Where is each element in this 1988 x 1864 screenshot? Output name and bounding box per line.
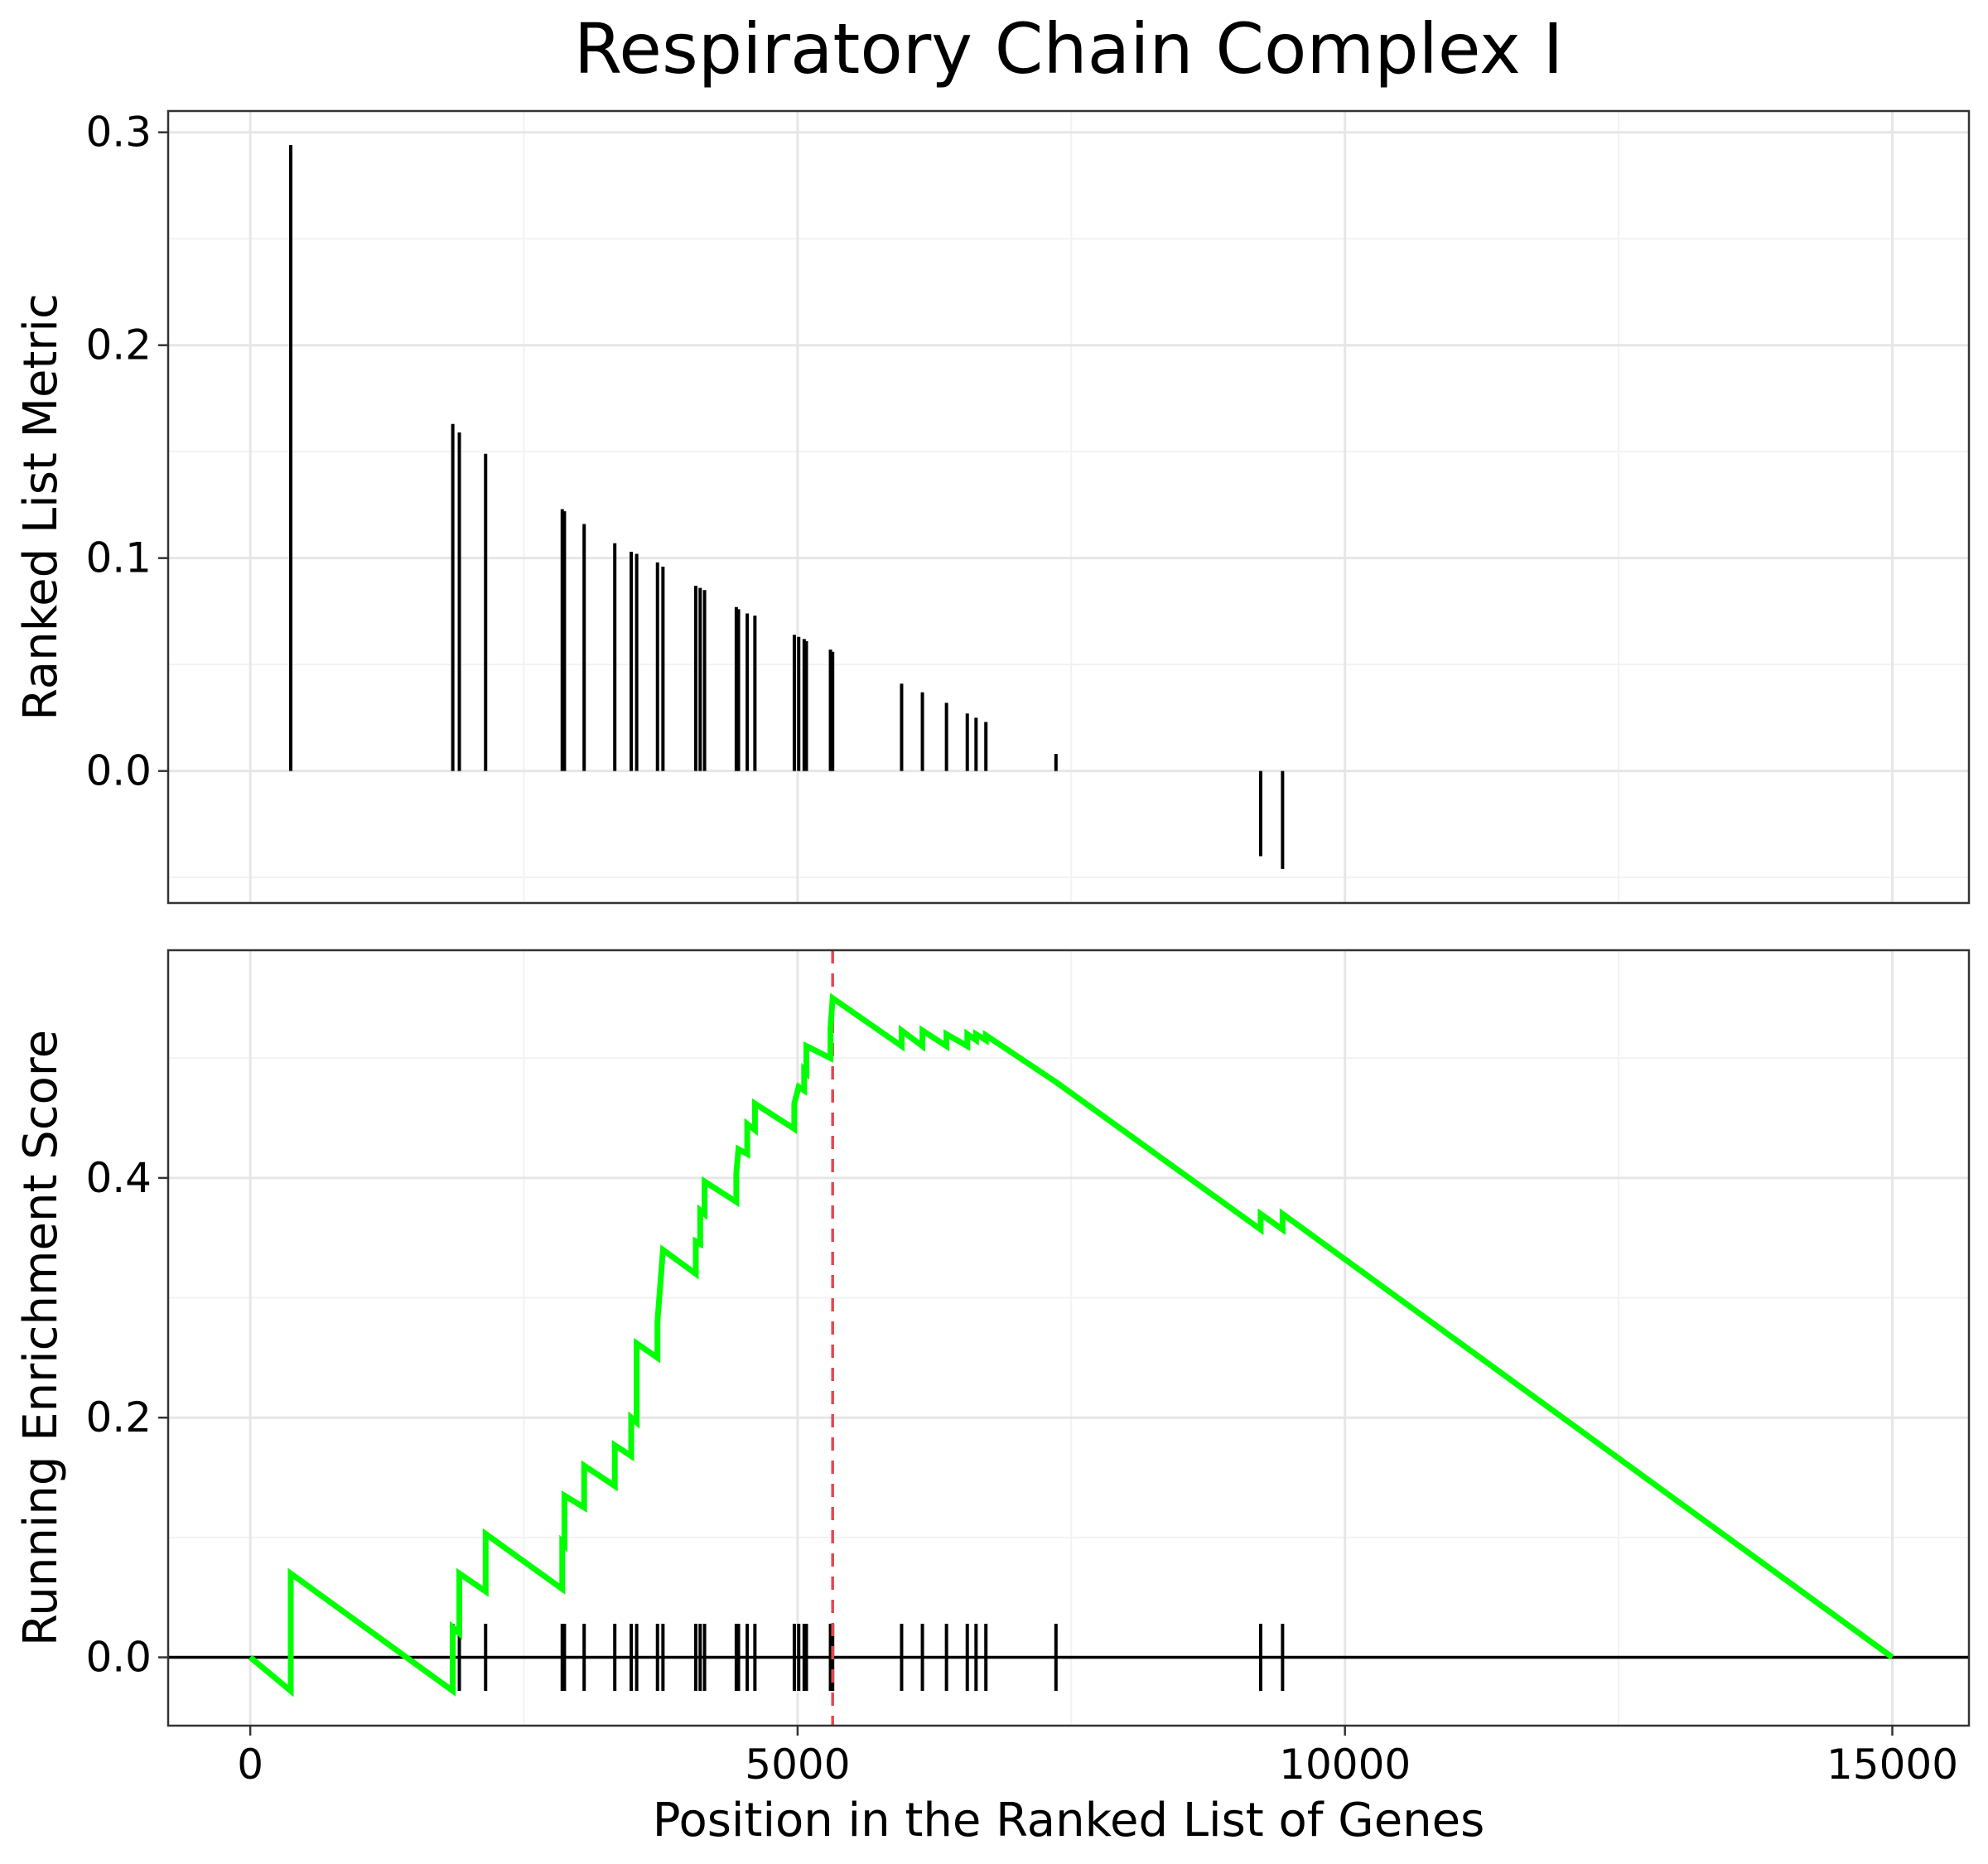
ranked-metric-y-tick-label: 0.2 xyxy=(85,321,152,369)
x-axis-ticks: 0 5000 10000 15000 xyxy=(237,1726,1958,1789)
running-es-y-ticks: 0.0 0.2 0.4 xyxy=(85,1154,168,1682)
ranked-metric-grid xyxy=(168,111,1969,903)
x-tick-label: 15000 xyxy=(1826,1741,1958,1789)
chart-title: Respiratory Chain Complex I xyxy=(574,8,1564,89)
x-tick-label: 10000 xyxy=(1279,1741,1411,1789)
ranked-metric-y-tick-label: 0.0 xyxy=(85,747,152,795)
running-es-panel: 0.0 0.2 0.4 0 5000 10000 15000 Running Enrich… xyxy=(14,949,1971,1847)
running-es-line xyxy=(248,992,1894,1697)
running-es-panel-border xyxy=(166,949,1971,1727)
ranked-metric-y-axis-title: Ranked List Metric xyxy=(14,293,68,721)
running-es-y-axis-title: Running Enrichment Score xyxy=(14,1030,68,1646)
running-es-panel-background xyxy=(168,950,1969,1726)
ranked-metric-bars xyxy=(289,145,1285,869)
running-es-line-group xyxy=(248,992,1894,1697)
running-es-y-tick-label: 0.2 xyxy=(85,1393,152,1441)
ranked-metric-panel: 0.0 0.1 0.2 0.3 Ranked List Metric xyxy=(14,109,1971,905)
ranked-metric-y-tick-label: 0.3 xyxy=(85,109,152,157)
ranked-metric-y-ticks: 0.0 0.1 0.2 0.3 xyxy=(85,109,168,795)
ranked-metric-panel-border xyxy=(166,109,1971,905)
ranked-metric-panel-background xyxy=(168,111,1969,903)
ranked-metric-y-tick-label: 0.1 xyxy=(85,534,152,582)
x-tick-label: 0 xyxy=(237,1741,263,1789)
x-axis-title: Position in the Ranked List of Genes xyxy=(653,1794,1485,1847)
running-es-y-tick-label: 0.4 xyxy=(85,1154,152,1202)
x-tick-label: 5000 xyxy=(745,1741,850,1789)
running-es-y-tick-label: 0.0 xyxy=(85,1634,152,1682)
